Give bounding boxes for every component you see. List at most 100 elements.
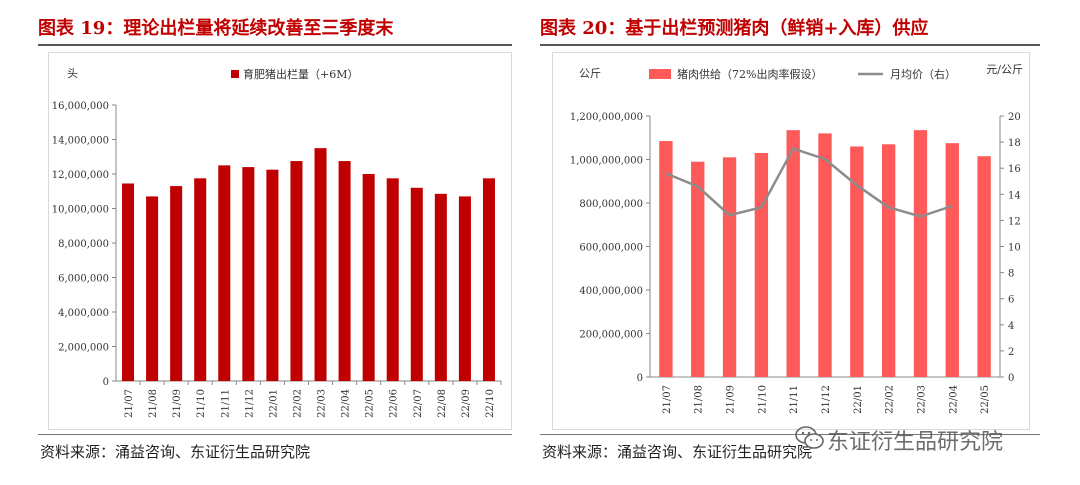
- x-tick-label: 22/05: [365, 389, 376, 418]
- y-tick-label: 12,000,000: [52, 170, 109, 181]
- x-tick-label: 21/07: [662, 385, 673, 414]
- y-tick-label: 800,000,000: [579, 199, 643, 210]
- right-combo-chart: 公斤 元/公斤 0 200,000,000 400,000,000 600,000,000…: [570, 63, 1023, 414]
- x-tick-label: 21/10: [757, 385, 768, 414]
- left-title-rule: [38, 44, 512, 46]
- bar-22-06: [386, 178, 399, 381]
- bar-22-07: [410, 187, 423, 381]
- y-axis-unit-label: 公斤: [579, 67, 601, 80]
- y-tick-label: 10,000,000: [52, 205, 109, 216]
- y-tick-label: 600,000,000: [579, 243, 643, 254]
- x-tick-label: 22/09: [461, 389, 472, 418]
- bar-22-03: [314, 148, 327, 381]
- x-tick-label: 22/04: [948, 385, 959, 414]
- y-tick-label: 14,000,000: [52, 136, 109, 147]
- y-tick-label: 1,000,000,000: [570, 156, 643, 167]
- price-line: [665, 147, 953, 218]
- y2-tick-label: 16: [1008, 164, 1021, 175]
- x-tick-label: 21/12: [821, 385, 832, 414]
- bar-22-04: [338, 161, 351, 381]
- bar-22-05: [977, 156, 991, 377]
- x-tick-label: 21/11: [789, 385, 800, 414]
- right-figure-title: 图表 20：基于出栏预测猪肉（鲜销+入库）供应: [540, 18, 929, 39]
- y-axis-unit-label: 头: [67, 67, 78, 80]
- bar-21-07: [122, 183, 135, 381]
- legend-label-bar: 育肥猪出栏量（+6M）: [243, 67, 358, 81]
- x-tick-label: 22/03: [317, 389, 328, 418]
- left-figure-panel: 图表 19：理论出栏量将延续改善至三季度末 头 0 2,000,000 4,000,0…: [0, 0, 530, 485]
- left-source-rule: [38, 434, 512, 435]
- x-tick-label: 22/08: [437, 389, 448, 418]
- x-tick-label: 21/11: [220, 389, 231, 418]
- left-chart-frame: 头 0 2,000,000 4,000,000 6,000,000 8,000,000 10…: [48, 52, 512, 430]
- legend-swatch-bar: [231, 70, 239, 78]
- bar-21-12: [818, 133, 832, 377]
- right-chart-frame: 公斤 元/公斤 0 200,000,000 400,000,000 600,000,000…: [552, 52, 1030, 430]
- bar-21-10: [194, 178, 207, 381]
- bar-22-02: [290, 161, 303, 381]
- x-tick-label: 22/07: [413, 389, 424, 418]
- legend-label-line: 月均价（右）: [890, 67, 956, 81]
- x-tick-label: 21/08: [694, 385, 705, 414]
- legend-label-bar: 猪肉供给（72%出肉率假设）: [677, 67, 822, 81]
- bar-22-03: [913, 130, 928, 377]
- left-source-note: 资料来源：涌益咨询、东证衍生品研究院: [40, 443, 311, 461]
- y2-tick-label: 12: [1008, 216, 1021, 227]
- y-tick-label: 4,000,000: [58, 308, 109, 319]
- bar-21-10: [754, 152, 769, 377]
- bar-21-09: [722, 157, 737, 377]
- x-tick-label: 22/06: [389, 389, 400, 418]
- y-tick-label: 0: [103, 377, 109, 388]
- wechat-logo-icon: [795, 426, 824, 449]
- x-tick-label: 21/08: [148, 389, 159, 418]
- right-source-rule: [540, 434, 1040, 435]
- bar-22-02: [881, 144, 896, 377]
- x-tick-label: 21/10: [196, 389, 207, 418]
- bar-22-05: [362, 174, 375, 381]
- y-tick-label: 400,000,000: [579, 286, 643, 297]
- x-tick-label: 21/07: [124, 389, 135, 418]
- watermark-text: 东证衍生品研究院: [827, 430, 1004, 455]
- y-tick-label: 1,200,000,000: [570, 112, 643, 123]
- bar-21-08: [146, 196, 159, 381]
- bar-21-07: [659, 141, 673, 377]
- x-tick-label: 21/09: [172, 389, 183, 418]
- y2-tick-label: 6: [1008, 295, 1014, 306]
- bar-22-04: [945, 143, 959, 377]
- right-figure-panel: 图表 20：基于出栏预测猪肉（鲜销+入库）供应 公斤 元/公斤 0 200,000,0…: [530, 0, 1080, 485]
- bar-22-09: [458, 196, 471, 381]
- y2-axis-unit-label: 元/公斤: [986, 63, 1023, 76]
- left-bar-chart: 头 0 2,000,000 4,000,000 6,000,000 8,000,000 10…: [52, 67, 502, 418]
- y2-tick-label: 8: [1008, 269, 1014, 280]
- left-figure-title: 图表 19：理论出栏量将延续改善至三季度末: [38, 18, 394, 39]
- publisher-watermark: 东证衍生品研究院: [793, 424, 1003, 456]
- x-tick-label: 22/02: [292, 389, 303, 418]
- bar-22-01: [850, 146, 864, 377]
- y-tick-label: 8,000,000: [58, 239, 109, 250]
- bar-21-11: [786, 130, 800, 377]
- x-tick-label: 22/02: [885, 385, 896, 414]
- right-source-note: 资料来源：涌益咨询、东证衍生品研究院: [542, 443, 813, 461]
- bar-21-08: [691, 161, 705, 377]
- y-tick-label: 200,000,000: [579, 330, 643, 341]
- x-tick-label: 21/09: [726, 385, 737, 414]
- x-tick-label: 22/01: [268, 389, 279, 418]
- y2-tick-label: 10: [1008, 243, 1021, 254]
- bar-22-08: [434, 193, 447, 381]
- y-tick-label: 2,000,000: [58, 343, 109, 354]
- y2-tick-label: 18: [1008, 138, 1021, 149]
- right-title-rule: [540, 44, 1040, 46]
- x-tick-label: 22/05: [980, 385, 991, 414]
- y2-tick-label: 20: [1008, 112, 1021, 123]
- y-tick-label: 6,000,000: [58, 274, 109, 285]
- bar-21-12: [242, 167, 255, 381]
- y2-tick-label: 4: [1008, 321, 1014, 332]
- bar-22-01: [266, 169, 279, 381]
- x-tick-label: 22/03: [916, 385, 927, 414]
- x-tick-label: 22/01: [853, 385, 864, 414]
- bar-22-10: [482, 178, 495, 381]
- x-tick-label: 22/04: [341, 389, 352, 418]
- legend-swatch-bar: [649, 69, 671, 79]
- y-tick-label: 0: [637, 373, 643, 384]
- y-tick-label: 16,000,000: [52, 101, 109, 112]
